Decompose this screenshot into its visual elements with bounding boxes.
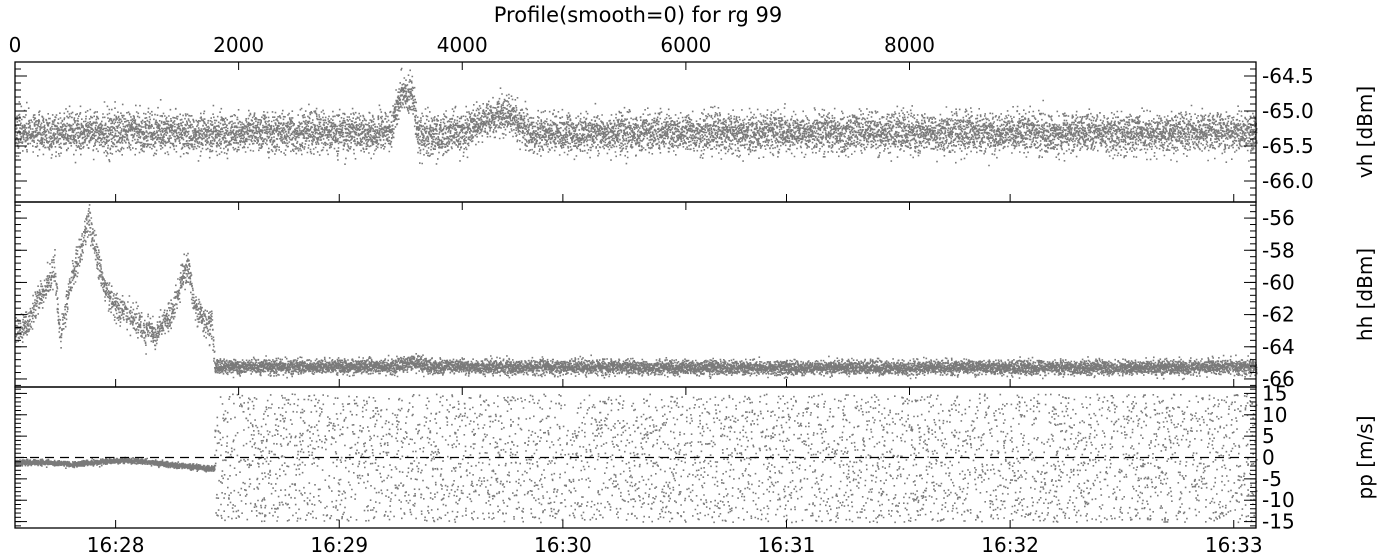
panel-hh: -56 -58 -60 -62 -64 -66 hh [dBm] bbox=[14, 201, 1377, 391]
top-tick-label: 0 bbox=[9, 33, 22, 57]
chart-title: Profile(smooth=0) for rg 99 bbox=[494, 3, 783, 27]
y-tick-label: -64.5 bbox=[1262, 64, 1314, 88]
bottom-tick-label: 16:33 bbox=[1205, 533, 1263, 556]
panels: -64.5 -65.0 -65.5 -66.0 vh [dBm] -56 -58 -60 -62… bbox=[14, 61, 1377, 534]
top-axis: 0 2000 4000 6000 8000 bbox=[9, 33, 935, 57]
bottom-tick-label: 16:30 bbox=[534, 533, 592, 556]
series-vh bbox=[15, 67, 1258, 167]
panel-vh: -64.5 -65.0 -65.5 -66.0 vh [dBm] bbox=[14, 61, 1377, 203]
y-tick-label: -56 bbox=[1262, 206, 1295, 230]
y-tick-label: -60 bbox=[1262, 270, 1295, 294]
y-tick-label: -15 bbox=[1262, 510, 1295, 534]
series-hh bbox=[15, 204, 1258, 381]
y-tick-label: -65.5 bbox=[1262, 134, 1314, 158]
y-tick-label: -66.0 bbox=[1262, 169, 1314, 193]
y-tick-label: -65.0 bbox=[1262, 99, 1314, 123]
y-axis-label: vh [dBm] bbox=[1353, 86, 1377, 178]
y-axis-label: hh [dBm] bbox=[1353, 248, 1377, 341]
y-tick-label: 5 bbox=[1262, 424, 1275, 448]
y-tick-label: 15 bbox=[1262, 381, 1287, 405]
panel-frame bbox=[14, 201, 1257, 388]
y-tick-label: -66 bbox=[1262, 367, 1295, 391]
data-points bbox=[15, 67, 1258, 167]
y-axis-label: pp [m/s] bbox=[1353, 416, 1377, 500]
data-points bbox=[15, 393, 1258, 524]
y-tick-label: -5 bbox=[1262, 467, 1282, 491]
bottom-axis: 16:28 16:29 16:30 16:31 16:32 16:33 bbox=[87, 533, 1263, 556]
y-tick-label: 10 bbox=[1262, 403, 1287, 427]
y-tick-label: -58 bbox=[1262, 238, 1295, 262]
y-tick-label: -64 bbox=[1262, 335, 1295, 359]
series-pp bbox=[15, 393, 1258, 524]
y-tick-label: -10 bbox=[1262, 488, 1295, 512]
bottom-tick-label: 16:32 bbox=[981, 533, 1039, 556]
y-tick-label: 0 bbox=[1262, 446, 1275, 470]
top-tick-label: 8000 bbox=[884, 33, 935, 57]
bottom-tick-label: 16:31 bbox=[758, 533, 816, 556]
top-tick-label: 4000 bbox=[437, 33, 488, 57]
y-tick-label: -62 bbox=[1262, 303, 1295, 327]
data-points bbox=[15, 204, 1258, 381]
bottom-tick-label: 16:29 bbox=[310, 533, 368, 556]
bottom-tick-label: 16:28 bbox=[87, 533, 145, 556]
top-tick-label: 2000 bbox=[213, 33, 264, 57]
top-tick-label: 6000 bbox=[660, 33, 711, 57]
